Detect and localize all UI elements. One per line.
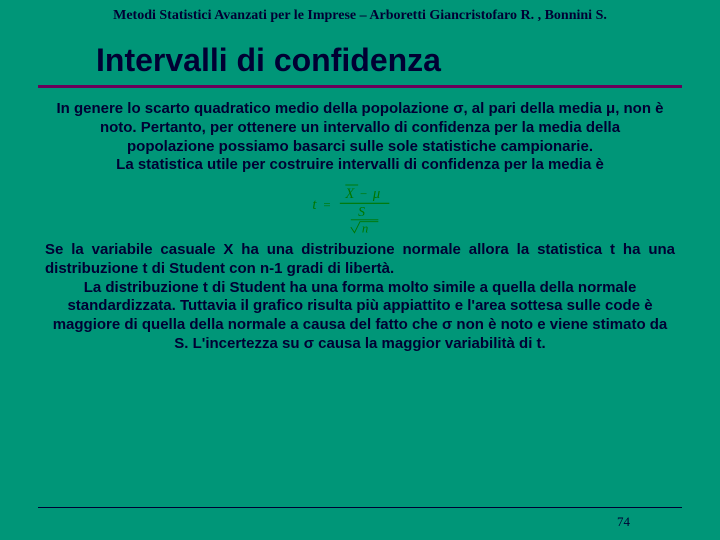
footer-rule <box>38 507 682 508</box>
svg-text:S: S <box>358 204 365 219</box>
svg-text:=: = <box>323 198 330 212</box>
page-number: 74 <box>617 514 630 530</box>
svg-text:n: n <box>362 222 368 235</box>
paragraph-1b: La statistica utile per costruire interv… <box>0 156 720 175</box>
slide-title: Intervalli di confidenza <box>0 24 720 85</box>
paragraph-1: In genere lo scarto quadratico medio del… <box>0 100 720 156</box>
course-header: Metodi Statistici Avanzati per le Impres… <box>0 0 720 24</box>
formula-block: t = X − μ S n <box>0 179 720 235</box>
svg-text:−: − <box>360 187 367 201</box>
paragraph-3: La distribuzione t di Student ha una for… <box>0 279 720 354</box>
svg-text:t: t <box>312 197 317 213</box>
t-statistic-formula: t = X − μ S n <box>305 179 415 235</box>
paragraph-2: Se la variabile casuale X ha una distrib… <box>0 241 720 279</box>
title-rule <box>38 85 682 88</box>
svg-text:μ: μ <box>372 186 380 202</box>
svg-text:X: X <box>344 186 355 202</box>
